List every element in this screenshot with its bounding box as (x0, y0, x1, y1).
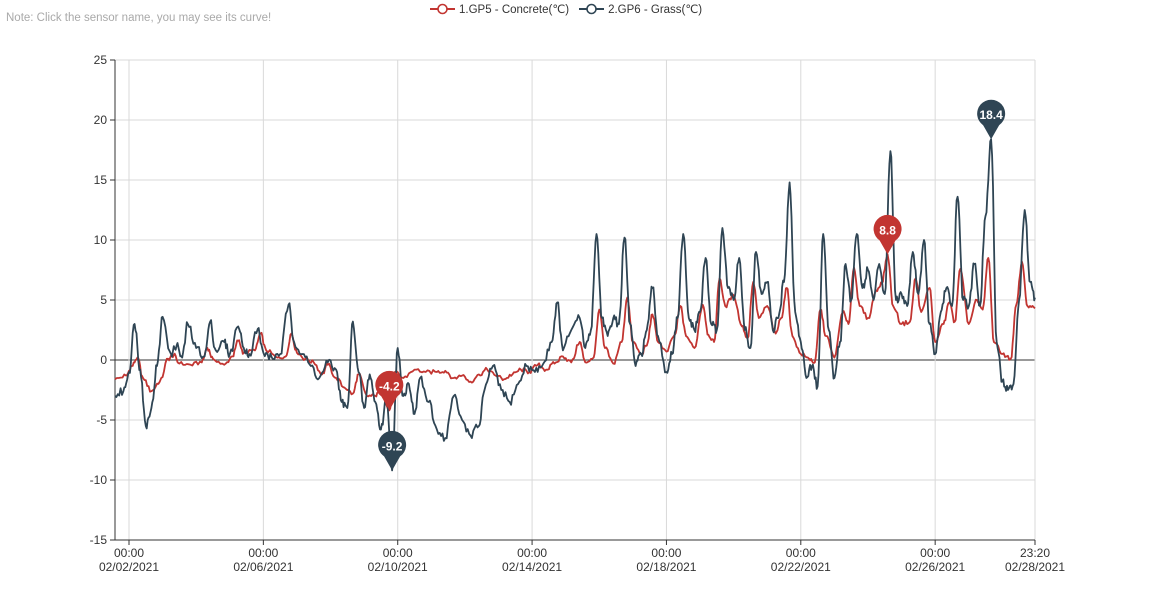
y-tick-label: 20 (94, 113, 108, 127)
hint-note: Note: Click the sensor name, you may see… (6, 12, 272, 24)
legend-label-grass: 2.GP6 - Grass(℃) (608, 4, 703, 16)
x-tick-label-date: 02/10/2021 (368, 560, 428, 574)
marker-label: 18.4 (979, 108, 1003, 122)
x-tick-label-time: 00:00 (786, 546, 816, 560)
y-tick-label: 25 (94, 53, 108, 67)
series-line-grass[interactable] (114, 138, 1036, 472)
y-tick-label: 0 (100, 353, 107, 367)
x-tick-label-date: 02/02/2021 (99, 560, 159, 574)
x-tick-label-time: 00:00 (248, 546, 278, 560)
x-tick-label-date: 02/22/2021 (771, 560, 831, 574)
chart-legend: 1.GP5 - Concrete(℃) 2.GP6 - Grass(℃) (430, 2, 702, 16)
x-tick-label-time: 23:20 (1020, 546, 1050, 560)
x-tick-label-date: 02/26/2021 (905, 560, 965, 574)
x-tick-label-time: 00:00 (383, 546, 413, 560)
marker-label: 8.8 (879, 223, 896, 237)
marker-label: -9.2 (382, 439, 403, 453)
concrete-legend-icon (430, 3, 455, 15)
marker-pin[interactable] (873, 214, 902, 255)
x-tick-label-date: 02/18/2021 (636, 560, 696, 574)
series-line-concrete[interactable] (114, 253, 1036, 412)
x-tick-label-time: 00:00 (517, 546, 547, 560)
y-tick-label: -5 (96, 413, 107, 427)
x-tick-label-time: 00:00 (920, 546, 950, 560)
x-tick-label-time: 00:00 (114, 546, 144, 560)
marker-label: -4.2 (379, 379, 400, 393)
grass-legend-icon (579, 3, 605, 15)
marker-pin[interactable] (378, 430, 407, 471)
legend-item-grass[interactable]: 2.GP6 - Grass(℃) (579, 2, 702, 16)
y-tick-label: 5 (100, 293, 107, 307)
y-tick-label: 15 (94, 173, 108, 187)
legend-item-concrete[interactable]: 1.GP5 - Concrete(℃) (430, 2, 569, 16)
x-tick-label-time: 00:00 (651, 546, 681, 560)
y-tick-label: 10 (94, 233, 108, 247)
legend-label-concrete: 1.GP5 - Concrete(℃) (459, 4, 570, 16)
x-tick-label-date: 02/14/2021 (502, 560, 562, 574)
marker-pin[interactable] (375, 370, 404, 411)
y-tick-label: -10 (90, 473, 108, 487)
y-tick-label: -15 (90, 533, 108, 547)
x-tick-label-date: 02/06/2021 (233, 560, 293, 574)
x-tick-label-date: 02/28/2021 (1005, 560, 1065, 574)
marker-pin[interactable] (977, 99, 1006, 140)
